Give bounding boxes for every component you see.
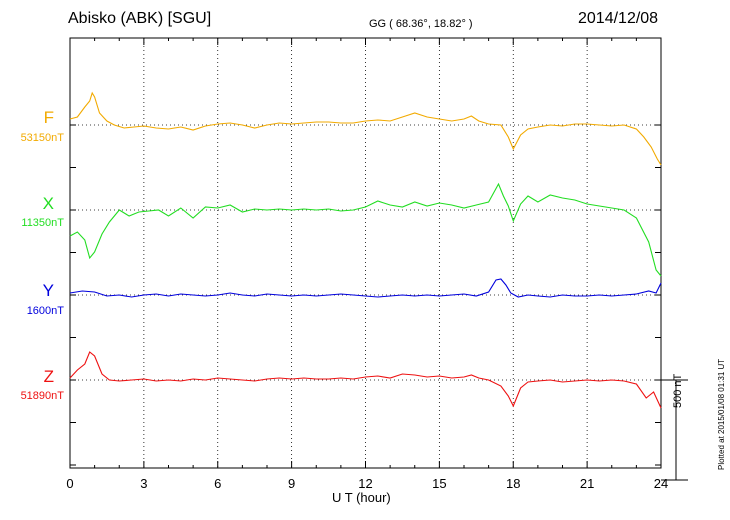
x-tick-label: 18 <box>506 476 520 491</box>
x-axis-label: U T (hour) <box>332 490 391 505</box>
x-tick-label: 6 <box>214 476 221 491</box>
plot-date: 2014/12/08 <box>578 10 659 27</box>
series-label-z: Z <box>43 367 54 386</box>
x-tick-label: 12 <box>358 476 372 491</box>
series-line-z <box>69 351 662 409</box>
series-baseline-x: 11350nT <box>21 217 64 229</box>
x-tick-label: 21 <box>580 476 594 491</box>
station-title: Abisko (ABK) [SGU] <box>68 10 212 27</box>
plotted-timestamp: Plotted at 2015/01/08 01:31 UT <box>717 358 726 470</box>
series-line-y <box>69 278 662 298</box>
series-label-f: F <box>43 108 54 127</box>
series-baseline-z: 51890nT <box>20 390 64 402</box>
series-label-y: Y <box>42 281 54 300</box>
x-tick-label: 9 <box>288 476 295 491</box>
series-baseline-f: 53150nT <box>20 132 64 144</box>
series-label-x: X <box>42 194 54 213</box>
x-tick-label: 0 <box>66 476 73 491</box>
scale-bar-label: 500 nT <box>672 373 684 408</box>
x-tick-label: 3 <box>140 476 147 491</box>
series-line-x <box>69 182 662 277</box>
geographic-coordinates: GG ( 68.36°, 18.82° ) <box>369 18 473 30</box>
x-tick-label: 15 <box>432 476 446 491</box>
series-baseline-y: 1600nT <box>26 305 64 317</box>
x-tick-label: 24 <box>654 476 668 491</box>
series-line-f <box>69 91 662 166</box>
